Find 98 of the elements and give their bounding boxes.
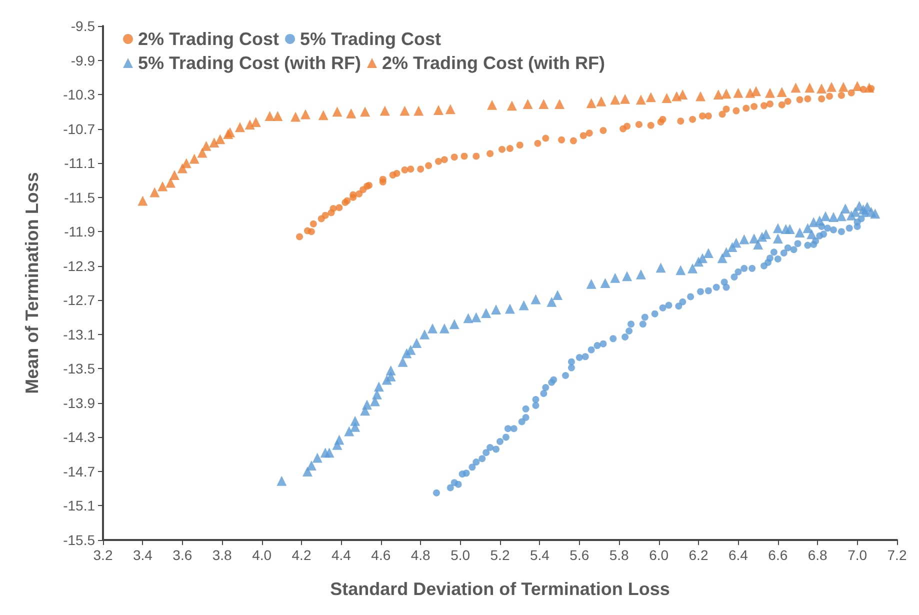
point	[636, 94, 646, 105]
x-tick-label: 7.2	[887, 547, 907, 563]
point	[138, 196, 148, 206]
x-tick-label: 3.4	[132, 547, 153, 563]
point	[181, 158, 192, 168]
x-tick-label: 5.6	[570, 547, 590, 563]
legend-label: 2% Trading Cost (with RF)	[382, 53, 605, 73]
y-axis-title: Mean of Termination Loss	[22, 172, 42, 394]
point	[234, 122, 245, 132]
point	[764, 88, 775, 98]
y-tick-label: -13.1	[63, 326, 96, 342]
point	[554, 98, 565, 109]
x-tick-label: 6.2	[688, 547, 708, 563]
y-tick-label: -11.9	[64, 224, 96, 240]
point	[610, 94, 620, 105]
point	[360, 106, 370, 117]
y-tick-label: -12.3	[63, 258, 96, 274]
y-tick-label: -15.1	[63, 498, 96, 514]
point	[713, 90, 724, 100]
x-tick-label: 3.2	[93, 547, 113, 563]
point	[838, 82, 848, 92]
y-tick-label: -10.3	[63, 86, 96, 103]
point	[201, 140, 212, 151]
y-tick-label: -9.9	[70, 52, 96, 68]
point	[790, 82, 801, 93]
x-tick-label: 4.2	[292, 547, 312, 563]
point	[678, 90, 688, 100]
x-tick-label: 6.4	[728, 547, 748, 563]
y-tick-label: -11.5	[64, 189, 96, 206]
point	[264, 110, 275, 121]
point	[852, 80, 862, 91]
point	[272, 110, 283, 121]
point	[445, 104, 456, 114]
y-tick-label: -14.7	[63, 463, 96, 480]
x-tick-label: 3.8	[212, 547, 232, 563]
x-tick-label: 5.2	[490, 547, 510, 563]
point	[751, 86, 762, 96]
y-tick-label: -13.9	[63, 394, 96, 411]
point	[804, 82, 815, 93]
point	[244, 120, 255, 130]
point	[721, 88, 732, 99]
x-tick-label: 6.0	[649, 547, 669, 563]
x-tick-label: 5.0	[450, 547, 470, 563]
point	[745, 88, 756, 98]
y-tick-label: -9.5	[70, 18, 96, 34]
point	[695, 91, 706, 102]
point	[414, 106, 424, 116]
y-tick-label: -10.7	[63, 120, 96, 137]
y-tick-label: -13.5	[63, 360, 96, 377]
point	[346, 108, 356, 118]
point	[150, 187, 160, 198]
point	[332, 106, 342, 117]
point	[596, 96, 606, 106]
x-tick-label: 7.0	[848, 547, 868, 563]
point	[169, 170, 180, 180]
point	[864, 82, 874, 93]
point	[826, 82, 836, 92]
point	[620, 94, 630, 104]
point	[816, 84, 827, 94]
point	[538, 98, 549, 109]
x-tick-label: 5.8	[609, 547, 630, 563]
point	[733, 88, 744, 98]
point	[380, 106, 390, 116]
point	[300, 109, 310, 120]
point	[433, 104, 444, 115]
y-tick-label: -12.7	[63, 292, 96, 308]
legend-label: 5% Trading Cost (with RF)	[138, 53, 361, 73]
x-axis-title: Standard Deviation of Termination Loss	[330, 579, 670, 599]
point	[586, 98, 596, 108]
point	[250, 116, 261, 127]
point	[189, 154, 200, 164]
x-tick-label: 4.8	[410, 547, 431, 563]
point	[522, 98, 533, 109]
point	[158, 181, 168, 192]
point	[209, 138, 220, 148]
x-tick-label: 6.6	[768, 547, 788, 563]
x-tick-label: 6.8	[808, 547, 828, 563]
point	[165, 178, 176, 188]
point	[215, 134, 226, 144]
x-tick-label: 4.0	[252, 547, 272, 563]
legend-label: 2% Trading Cost	[138, 29, 280, 49]
x-tick-label: 5.4	[530, 547, 550, 563]
point	[290, 112, 301, 122]
legend-label: 5% Trading Cost	[300, 29, 442, 49]
point	[197, 148, 208, 158]
point	[487, 100, 498, 110]
y-tick-label: -15.5	[63, 532, 96, 548]
point	[506, 100, 517, 111]
y-tick-label: -14.3	[63, 429, 96, 446]
point	[400, 106, 410, 116]
point	[662, 92, 672, 103]
point	[646, 92, 656, 102]
y-tick-label: -11.1	[64, 155, 96, 172]
point	[776, 86, 787, 97]
x-tick-label: 4.4	[331, 547, 352, 563]
x-tick-label: 4.6	[371, 547, 391, 563]
x-tick-label: 3.6	[172, 547, 192, 563]
point	[318, 110, 328, 120]
